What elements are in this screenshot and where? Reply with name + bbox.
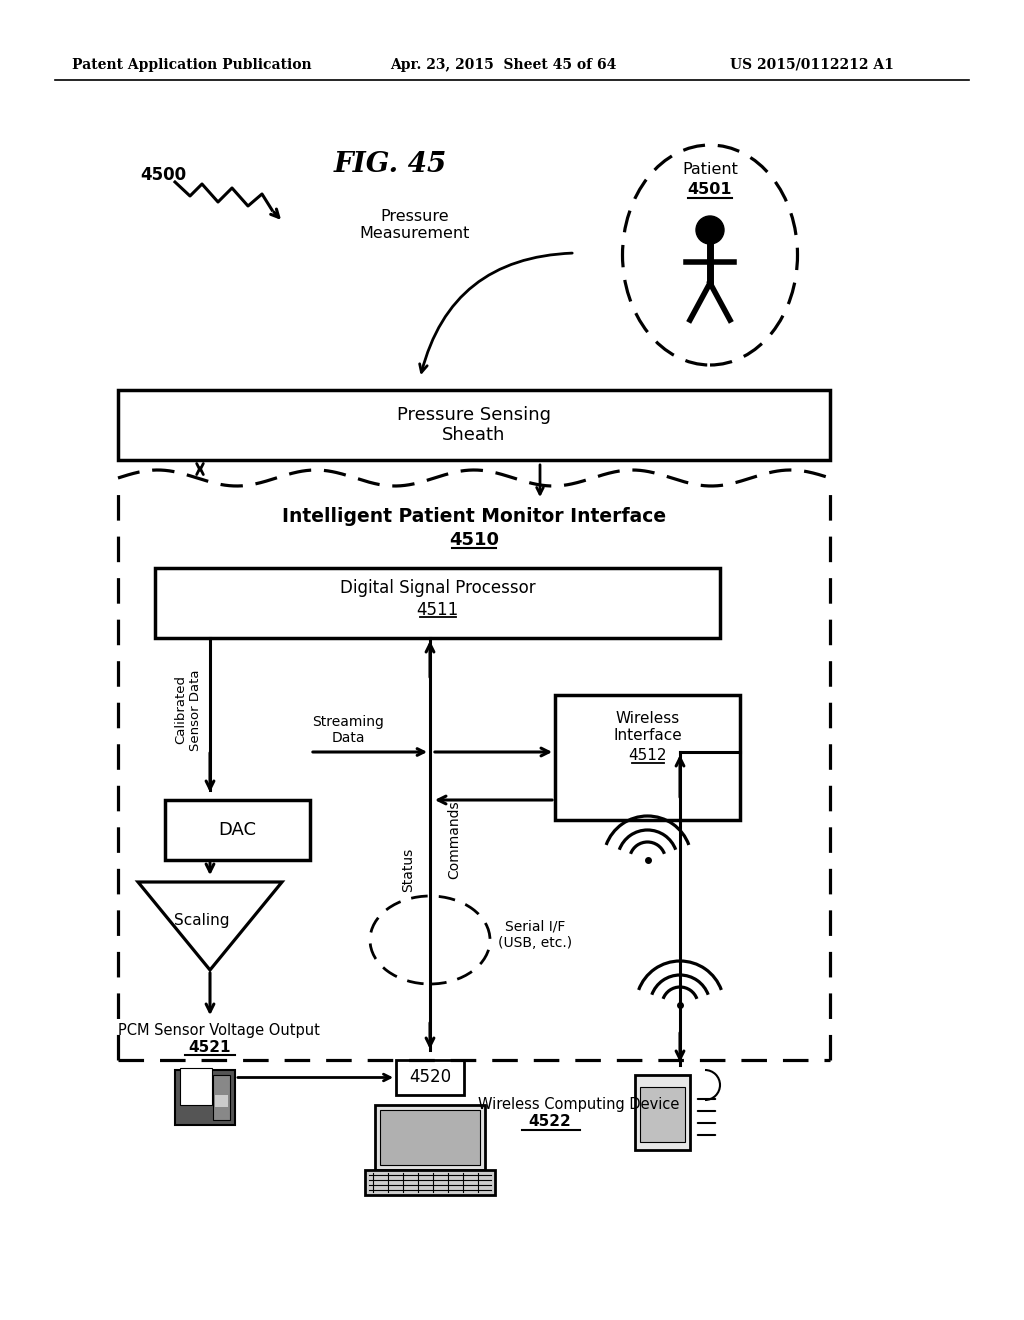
- Bar: [365, 1170, 495, 1195]
- Bar: [380, 1110, 480, 1166]
- Bar: [375, 1105, 485, 1170]
- Bar: [155, 568, 720, 638]
- Text: 4511: 4511: [417, 601, 459, 619]
- Bar: [640, 1086, 685, 1142]
- Bar: [175, 1071, 234, 1125]
- Text: Pressure
Measurement: Pressure Measurement: [359, 209, 470, 242]
- Bar: [635, 1074, 690, 1150]
- Text: Patient: Patient: [682, 162, 738, 177]
- Text: Calibrated
Sensor Data: Calibrated Sensor Data: [174, 669, 202, 751]
- Text: 4521: 4521: [188, 1040, 231, 1056]
- Text: FIG. 45: FIG. 45: [334, 152, 446, 178]
- Bar: [180, 1068, 212, 1105]
- Text: 4500: 4500: [140, 166, 186, 183]
- Text: Pressure Sensing
Sheath: Pressure Sensing Sheath: [397, 405, 551, 445]
- Text: 4512: 4512: [629, 747, 667, 763]
- Bar: [213, 1074, 230, 1119]
- Text: Apr. 23, 2015  Sheet 45 of 64: Apr. 23, 2015 Sheet 45 of 64: [390, 58, 616, 73]
- Bar: [396, 1060, 464, 1096]
- Text: 4520: 4520: [409, 1068, 451, 1086]
- Text: DAC: DAC: [218, 821, 256, 840]
- Text: Patent Application Publication: Patent Application Publication: [72, 58, 311, 73]
- Text: Intelligent Patient Monitor Interface: Intelligent Patient Monitor Interface: [282, 507, 666, 525]
- Circle shape: [696, 216, 724, 244]
- Text: 4510: 4510: [449, 531, 499, 549]
- Text: 4522: 4522: [528, 1114, 571, 1130]
- Text: Serial I/F
(USB, etc.): Serial I/F (USB, etc.): [498, 920, 572, 950]
- Bar: [215, 1096, 228, 1107]
- Text: Streaming
Data: Streaming Data: [312, 715, 384, 744]
- Bar: [555, 696, 740, 820]
- Text: Commands: Commands: [447, 801, 461, 879]
- Bar: [118, 389, 830, 459]
- Text: Wireless
Interface: Wireless Interface: [613, 710, 682, 743]
- Text: PCM Sensor Voltage Output: PCM Sensor Voltage Output: [118, 1023, 319, 1038]
- Text: Scaling: Scaling: [174, 913, 229, 928]
- Bar: [165, 800, 310, 861]
- Text: Digital Signal Processor: Digital Signal Processor: [340, 579, 536, 597]
- Text: 4501: 4501: [688, 182, 732, 198]
- Text: US 2015/0112212 A1: US 2015/0112212 A1: [730, 58, 894, 73]
- Text: Wireless Computing Device: Wireless Computing Device: [478, 1097, 679, 1113]
- Text: Status: Status: [401, 847, 415, 892]
